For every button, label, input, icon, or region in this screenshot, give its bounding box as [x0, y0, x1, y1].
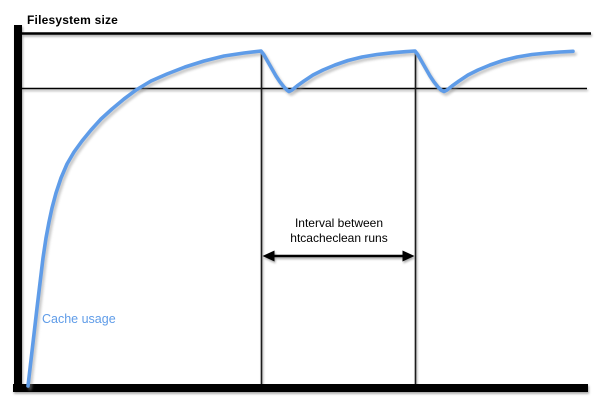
- filesystem-size-label: Filesystem size: [27, 13, 119, 27]
- cache-usage-curve: [26, 49, 575, 388]
- linework: [22, 32, 591, 386]
- interval-annotation-line2: htcacheclean runs: [290, 230, 388, 245]
- x-axis-bar: [13, 384, 588, 392]
- arrow-head-right-icon: [402, 250, 415, 262]
- y-axis-bar: [14, 25, 22, 392]
- arrow-head-left-icon: [262, 250, 275, 262]
- cache-usage-curve-shadow: [28, 51, 577, 391]
- cache-usage-label: Cache usage: [42, 312, 116, 326]
- interval-annotation: Interval between htcacheclean runs: [262, 216, 416, 245]
- axes: [13, 25, 588, 392]
- interval-arrow: [262, 250, 415, 262]
- interval-annotation-line1: Interval between: [294, 216, 384, 230]
